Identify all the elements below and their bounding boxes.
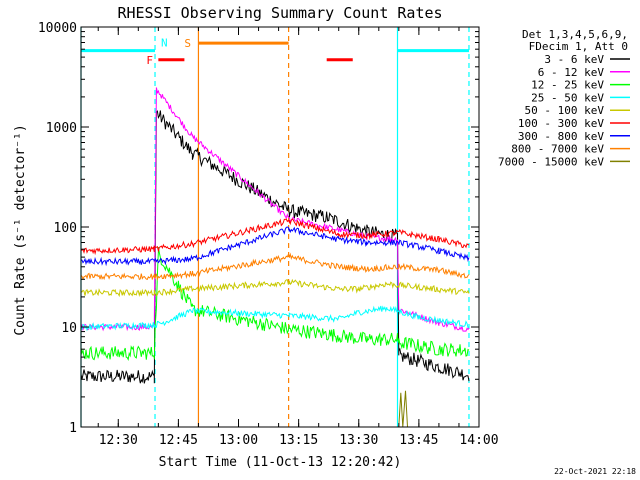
legend-header-line-1: Det 1,3,4,5,6,9, [522, 28, 628, 41]
legend-entry-4: 50 - 100 keV [525, 104, 605, 117]
flag-night-label: N [161, 37, 168, 50]
y-tick-label-3: 1000 [46, 121, 77, 136]
x-tick-label-2: 13:00 [219, 433, 258, 448]
series-line-5 [80, 218, 470, 256]
legend-entry-0: 3 - 6 keV [544, 53, 604, 66]
legend-header-line-2: FDecim 1, Att 0 [529, 40, 628, 53]
x-tick-label-5: 13:45 [399, 433, 438, 448]
x-axis-label: Start Time (11-Oct-13 12:20:42) [159, 455, 402, 470]
y-axis: 1 10 100 1000 10000 [38, 21, 479, 436]
series-line-7 [80, 252, 470, 282]
chart-title: RHESSI Observing Summary Count Rates [117, 4, 442, 22]
flag-bars: NF S [81, 37, 469, 67]
x-tick-label-6: 14:00 [459, 433, 498, 448]
legend-entry-3: 25 - 50 keV [531, 91, 604, 104]
series-line-8 [398, 390, 408, 428]
y-tick-label-0: 1 [69, 421, 77, 436]
series-line-3 [80, 305, 470, 332]
series-line-0 [80, 110, 470, 384]
x-tick-label-1: 12:45 [159, 433, 198, 448]
y-tick-label-2: 100 [54, 221, 77, 236]
series-line-2 [80, 247, 470, 361]
orbit-boundaries [80, 27, 470, 427]
x-axis: 12:30 12:45 13:00 13:15 13:30 13:45 14:00 [97, 27, 499, 448]
legend-entry-6: 300 - 800 keV [518, 130, 604, 143]
plot-frame [80, 26, 480, 428]
x-tick-label-0: 12:30 [99, 433, 138, 448]
y-tick-label-4: 10000 [38, 21, 77, 36]
flag-saa-label: S [184, 37, 191, 50]
series-layer [80, 87, 470, 428]
legend-entry-2: 12 - 25 keV [531, 79, 604, 92]
y-axis-label: Count Rate (s⁻¹ detector⁻¹) [13, 124, 28, 335]
x-tick-label-3: 13:15 [279, 433, 318, 448]
legend-entry-8: 7000 - 15000 keV [498, 155, 604, 168]
x-tick-label-4: 13:30 [339, 433, 378, 448]
flag-flare-label: F [146, 54, 153, 67]
legend: Det 1,3,4,5,6,9, FDecim 1, Att 0 3 - 6 k… [498, 28, 630, 168]
series-line-4 [80, 278, 470, 298]
series-line-6 [80, 226, 470, 267]
footer-date: 22-Oct-2021 22:18 [554, 467, 636, 476]
legend-entry-1: 6 - 12 keV [538, 66, 605, 79]
legend-entry-5: 100 - 300 keV [518, 117, 604, 130]
y-tick-label-1: 10 [61, 321, 77, 336]
legend-entry-7: 800 - 7000 keV [511, 143, 604, 156]
